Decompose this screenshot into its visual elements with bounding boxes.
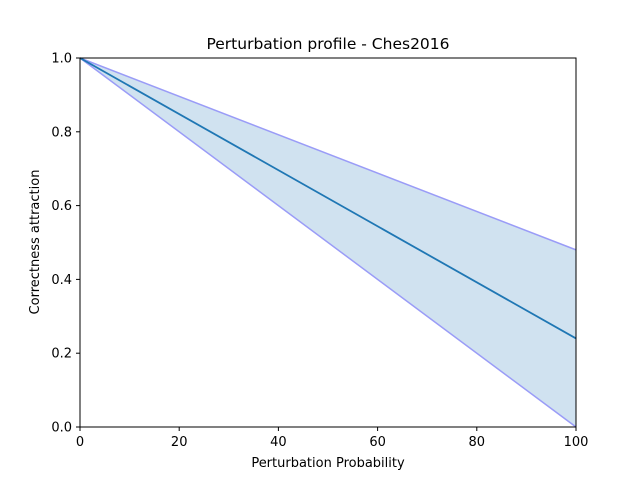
plot-area xyxy=(79,57,577,428)
x-tick-label: 100 xyxy=(564,435,589,450)
y-tick-label: 0.8 xyxy=(51,125,72,140)
y-axis: 0.0 0.2 0.4 0.6 0.8 1.0 xyxy=(51,52,80,436)
y-tick-label: 0.6 xyxy=(51,199,72,214)
lower-bound-line xyxy=(79,57,577,428)
y-tick-label: 0.0 xyxy=(51,421,72,436)
upper-bound-line xyxy=(79,57,577,251)
chart-title: Perturbation profile - Ches2016 xyxy=(206,35,449,53)
x-axis-label: Perturbation Probability xyxy=(251,456,405,471)
mean-line xyxy=(79,57,577,340)
x-tick-label: 80 xyxy=(469,435,486,450)
x-tick-label: 60 xyxy=(369,435,386,450)
x-axis: 0 20 40 60 80 100 xyxy=(76,427,589,450)
x-tick-label: 20 xyxy=(171,435,188,450)
x-tick-label: 40 xyxy=(270,435,287,450)
y-axis-label: Correctness attraction xyxy=(28,170,43,315)
y-tick-label: 0.4 xyxy=(51,273,72,288)
y-tick-label: 1.0 xyxy=(51,52,72,67)
y-tick-label: 0.2 xyxy=(51,347,72,362)
x-tick-label: 0 xyxy=(76,435,84,450)
plot-frame xyxy=(79,57,577,428)
